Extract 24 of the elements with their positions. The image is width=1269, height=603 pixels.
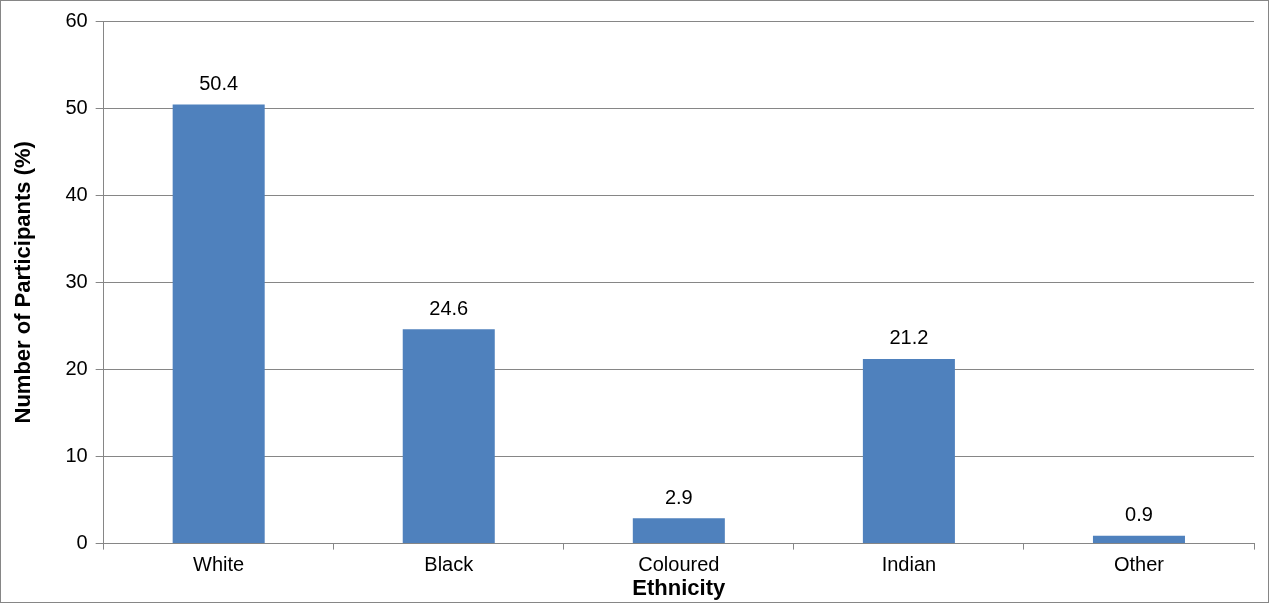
bar (1092, 535, 1185, 544)
x-tick-label: Other (1113, 553, 1165, 576)
x-axis-title: Ethnicity (632, 574, 727, 600)
x-tick-label: Black (424, 553, 475, 576)
x-tick-label: Coloured (638, 553, 720, 576)
data-label: 0.9 (1125, 503, 1153, 526)
data-label: 21.2 (889, 326, 929, 349)
data-label: 2.9 (664, 485, 693, 508)
y-tick-label: 40 (65, 182, 88, 205)
bar (632, 518, 725, 544)
bar (402, 329, 495, 544)
y-tick-label: 60 (65, 8, 88, 31)
y-tick-label: 30 (65, 269, 88, 292)
bar (172, 104, 265, 544)
data-label: 24.6 (429, 296, 469, 319)
y-tick-label: 10 (65, 444, 88, 467)
data-label: 50.4 (199, 72, 239, 95)
bar (862, 358, 955, 544)
y-tick-label: 50 (65, 95, 88, 118)
x-tick-label: Indian (881, 553, 937, 576)
y-axis-title: Number of Participants (%) (10, 141, 36, 424)
y-tick-label: 0 (76, 531, 88, 554)
x-tick-label: White (193, 553, 245, 576)
y-tick-label: 20 (65, 356, 88, 379)
